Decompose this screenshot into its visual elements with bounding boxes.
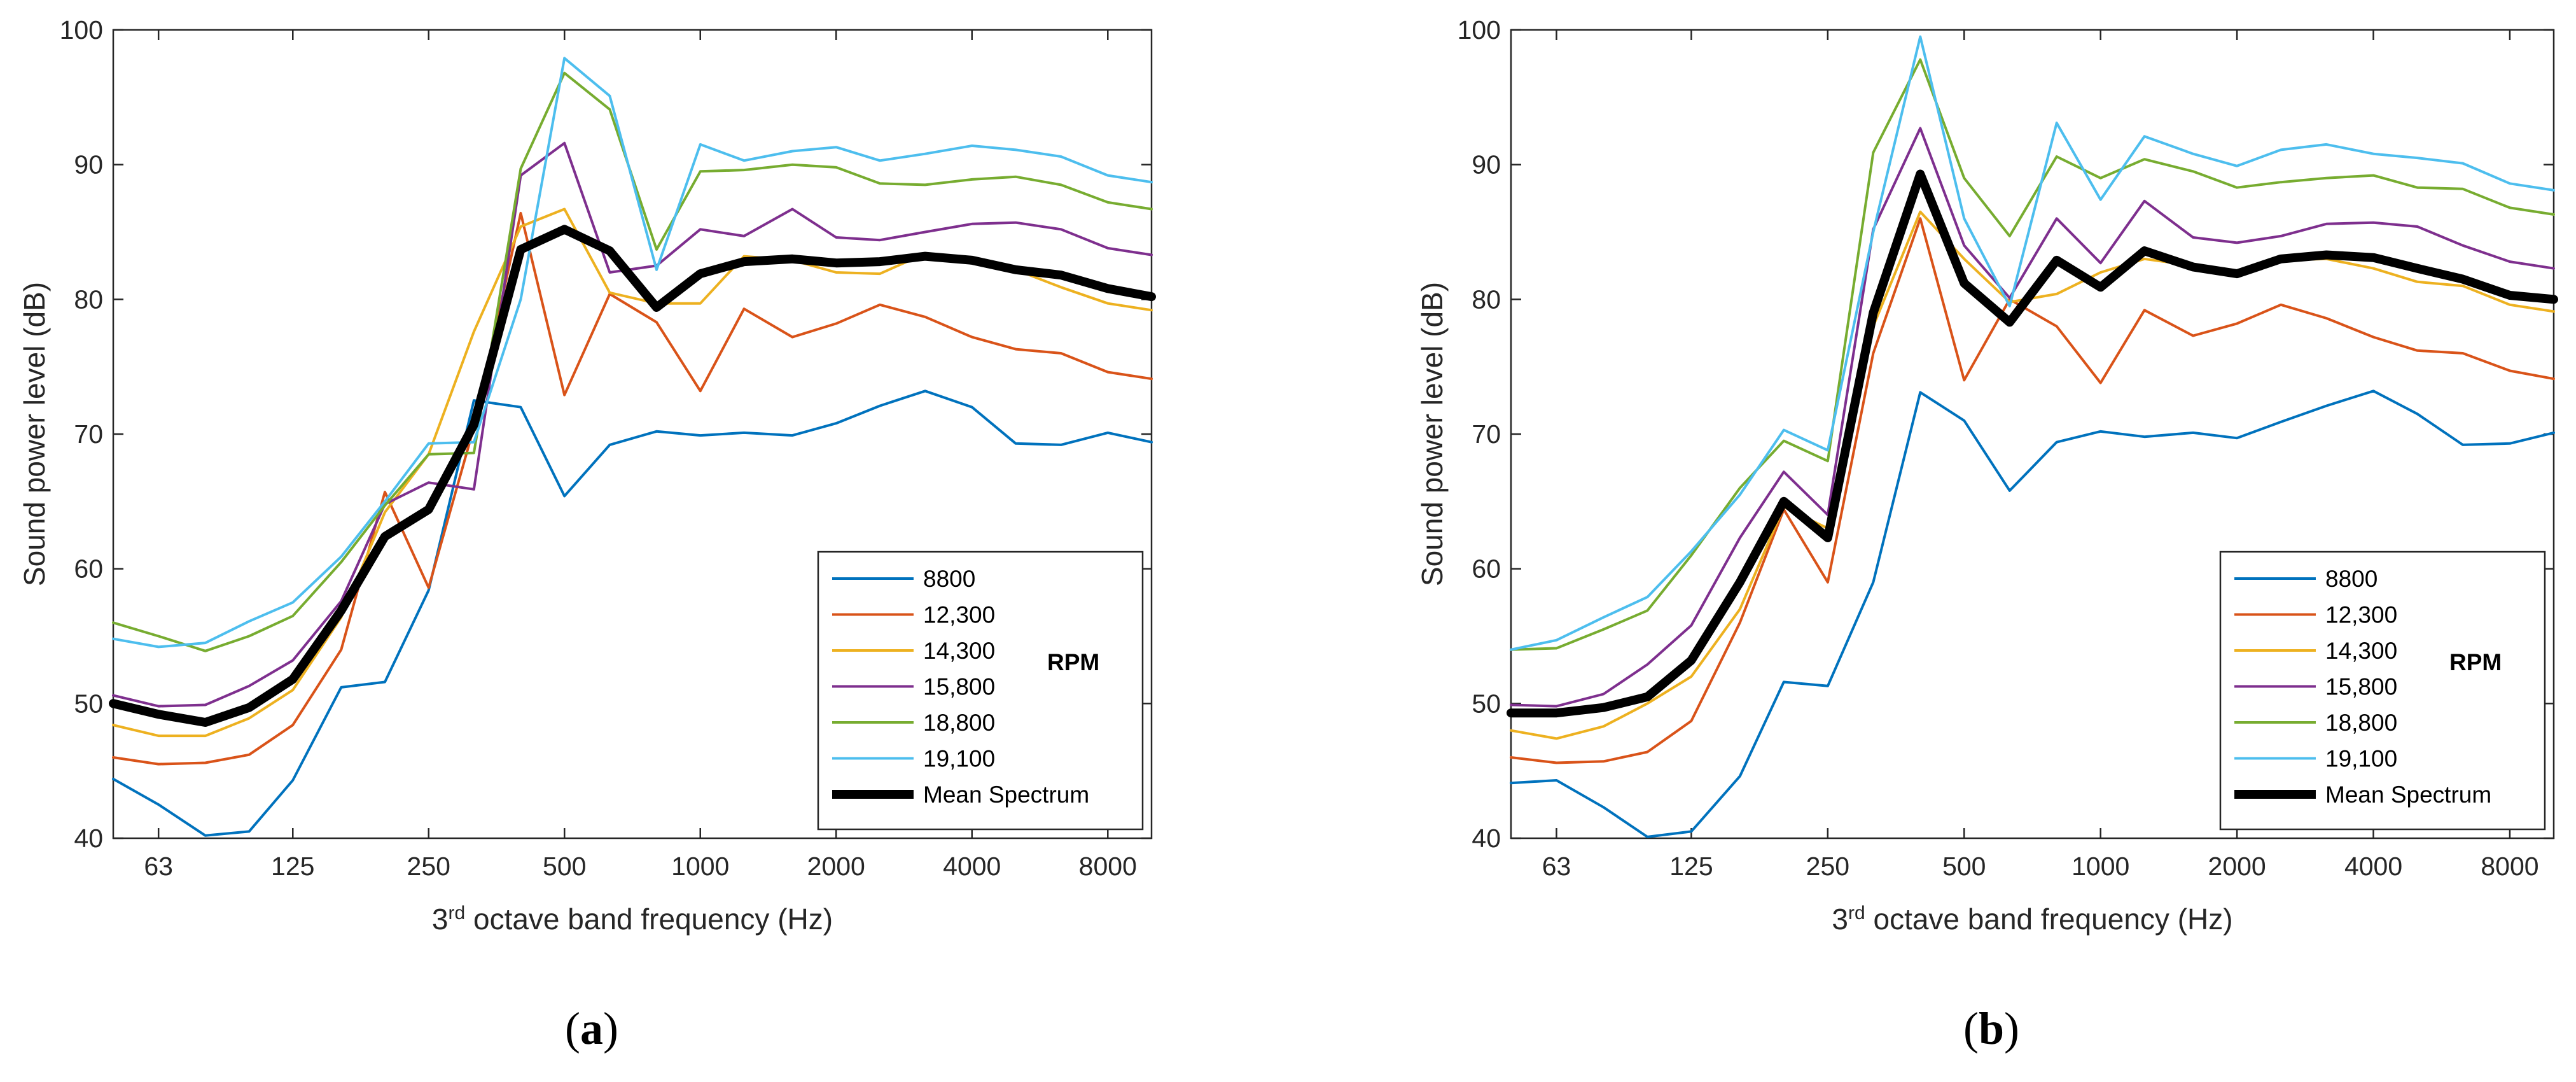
chart-b: 40 50 60 70 80 90 100 63 125 250 500 1000 2000 4000 80… [1416, 15, 2558, 936]
legend-label: 8800 [2325, 566, 2378, 592]
series-line-8800 [1510, 390, 2555, 838]
series-line-mean-spectrum [109, 225, 1156, 727]
y-tick-label: 50 [74, 689, 103, 718]
series-line-15800 [112, 141, 1153, 708]
y-axis-label: Sound power level (dB) [18, 282, 51, 586]
y-tick-label: 100 [60, 15, 103, 45]
series-line-19100 [1510, 35, 2555, 651]
y-tick-label: 70 [1472, 419, 1501, 449]
panel-label-b: (b) [1963, 1003, 2020, 1054]
x-tick-label: 63 [144, 852, 173, 881]
y-tick-label: 100 [1458, 15, 1501, 45]
y-tick-label: 40 [1472, 824, 1501, 853]
legend-label: 18,800 [2325, 710, 2397, 736]
series-line-19100 [112, 57, 1153, 649]
y-tick-label: 40 [74, 824, 103, 853]
legend: 8800 12,300 14,300 15,800 18,800 19,100 Mean S… [817, 551, 1144, 831]
x-tick-label: 125 [1669, 852, 1713, 881]
chart-a: 40 50 60 70 80 90 100 63 125 250 500 1000 2000 4000 80… [18, 15, 1156, 936]
series-line-12300 [112, 211, 1153, 766]
series-line-12300 [1510, 217, 2555, 764]
x-tick-label: 2000 [807, 852, 865, 881]
series-line-18800 [1510, 58, 2555, 651]
x-tick-label: 8000 [1079, 852, 1137, 881]
x-tick-label: 250 [1806, 852, 1849, 881]
y-tick-label: 60 [1472, 554, 1501, 584]
legend-title-rpm: RPM [1047, 649, 1099, 675]
legend-label: 12,300 [2325, 602, 2397, 628]
y-tick-label: 80 [74, 285, 103, 314]
x-tick-label: 500 [543, 852, 586, 881]
x-tick-label: 125 [271, 852, 314, 881]
legend-label: 14,300 [2325, 638, 2397, 664]
y-tick-label: 90 [74, 150, 103, 179]
x-tick-label: 250 [407, 852, 450, 881]
legend-label: 19,100 [923, 746, 995, 772]
x-axis-label: 3rd octave band frequency (Hz) [1832, 903, 2232, 936]
x-tick-label: 63 [1542, 852, 1571, 881]
x-axis-label: 3rd octave band frequency (Hz) [432, 903, 833, 936]
legend-box [2219, 551, 2546, 831]
y-tick-label: 70 [74, 419, 103, 449]
panel-label-a: (a) [565, 1003, 618, 1054]
legend-label: 14,300 [923, 638, 995, 664]
legend-title-rpm: RPM [2449, 649, 2502, 675]
legend-label: 19,100 [2325, 746, 2397, 772]
legend-label: 15,800 [2325, 674, 2397, 700]
x-tick-label: 4000 [2344, 852, 2402, 881]
legend-label: 8800 [923, 566, 975, 592]
y-tick-label: 80 [1472, 285, 1501, 314]
series-line-mean-spectrum [1507, 169, 2558, 718]
legend-label: 15,800 [923, 674, 995, 700]
x-tick-label: 8000 [2481, 852, 2538, 881]
series-line-8800 [112, 390, 1153, 837]
x-tick-label: 1000 [2071, 852, 2129, 881]
legend-label: 12,300 [923, 602, 995, 628]
x-tick-label: 1000 [671, 852, 729, 881]
legend-label: Mean Spectrum [2325, 782, 2491, 808]
x-tick-label: 500 [1942, 852, 1986, 881]
series-line-15800 [1510, 127, 2555, 708]
y-tick-label: 60 [74, 554, 103, 584]
y-tick-label: 50 [1472, 689, 1501, 718]
legend-box [817, 551, 1144, 831]
legend-label: Mean Spectrum [923, 782, 1089, 808]
x-tick-label: 2000 [2208, 852, 2266, 881]
legend: 8800 12,300 14,300 15,800 18,800 19,100 Mean S… [2219, 551, 2546, 831]
y-tick-label: 90 [1472, 150, 1501, 179]
legend-label: 18,800 [923, 710, 995, 736]
x-tick-label: 4000 [943, 852, 1001, 881]
y-axis-label: Sound power level (dB) [1416, 282, 1449, 586]
